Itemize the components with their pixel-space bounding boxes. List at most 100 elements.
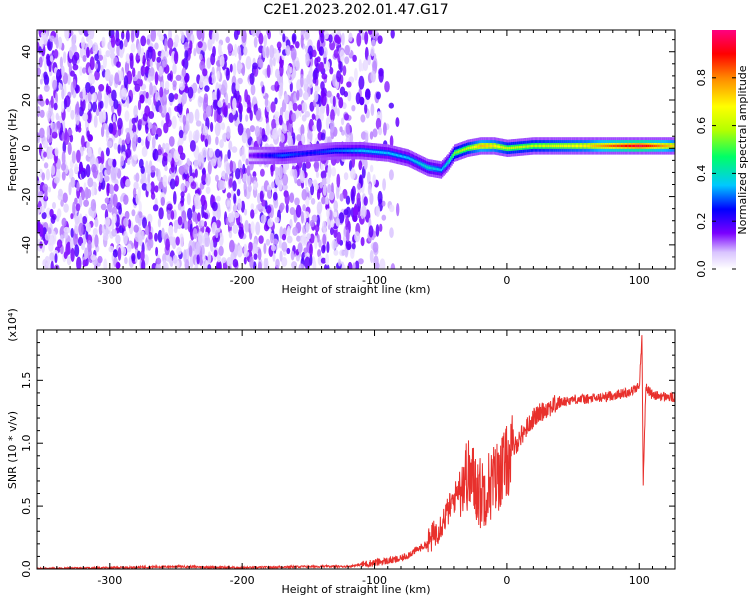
heatmap-signal-cell: [473, 145, 476, 149]
heatmap-noise-speckle: [182, 114, 187, 126]
heatmap-noise-speckle: [286, 235, 293, 244]
heatmap-noise-speckle: [168, 256, 173, 264]
x-tick-label: -300: [97, 574, 122, 587]
heatmap-noise-speckle: [81, 135, 85, 148]
heatmap-noise-speckle: [63, 226, 70, 233]
heatmap-signal-cell: [475, 145, 477, 148]
heatmap-noise-speckle: [227, 102, 231, 109]
heatmap-noise-speckle: [45, 168, 51, 181]
heatmap-noise-speckle: [202, 125, 209, 136]
heatmap-noise-speckle: [306, 233, 311, 240]
heatmap-noise-speckle: [248, 241, 253, 252]
heatmap-noise-speckle: [274, 97, 278, 105]
heatmap-noise-speckle: [181, 92, 187, 105]
heatmap-noise-speckle: [50, 260, 54, 269]
heatmap-noise-speckle: [329, 67, 334, 75]
heatmap-noise-speckle: [204, 138, 208, 148]
heatmap-noise-speckle: [371, 39, 376, 47]
heatmap-signal-cell: [599, 144, 601, 148]
heatmap-noise-speckle: [336, 231, 342, 245]
heatmap-signal-cell: [442, 167, 444, 170]
heatmap-noise-speckle: [329, 119, 335, 133]
heatmap-noise-speckle: [378, 67, 384, 77]
heatmap-signal-cell: [499, 145, 501, 148]
heatmap-noise-speckle: [272, 127, 279, 140]
heatmap-noise-speckle: [189, 40, 193, 51]
heatmap-noise-speckle: [348, 32, 353, 42]
heatmap-noise-speckle: [195, 241, 201, 255]
heatmap-noise-speckle: [61, 150, 66, 165]
heatmap-noise-speckle: [99, 100, 104, 109]
x-tick-label: -200: [230, 274, 255, 287]
heatmap-signal-cell: [424, 165, 427, 168]
heatmap-signal-cell: [440, 168, 443, 172]
heatmap-noise-speckle: [250, 221, 255, 235]
heatmap-noise-speckle: [217, 99, 224, 108]
heatmap-noise-speckle: [125, 179, 131, 188]
heatmap-noise-speckle: [110, 74, 114, 82]
heatmap-noise-speckle: [82, 67, 87, 74]
heatmap-signal-cell: [414, 160, 416, 163]
heatmap-signal-cell: [664, 144, 666, 148]
heatmap-signal-cell: [626, 144, 628, 148]
heatmap-noise-speckle: [237, 77, 243, 85]
heatmap-signal-cell: [632, 144, 634, 148]
heatmap-noise-speckle: [227, 149, 231, 160]
y-tick-label: 0.5: [20, 497, 33, 514]
heatmap-noise-speckle: [344, 113, 349, 121]
heatmap-signal-cell: [394, 153, 396, 156]
heatmap-noise-speckle: [336, 186, 340, 200]
heatmap-signal-cell: [366, 150, 368, 153]
heatmap-noise-speckle: [390, 263, 396, 269]
heatmap-noise-speckle: [88, 39, 93, 48]
heatmap-noise-speckle: [237, 30, 241, 35]
heatmap-noise-speckle: [241, 145, 246, 158]
heatmap-noise-speckle: [135, 214, 140, 224]
heatmap-noise-speckle: [320, 257, 327, 264]
heatmap-noise-speckle: [216, 114, 223, 124]
heatmap-noise-speckle: [47, 186, 52, 193]
heatmap-signal-cell: [317, 151, 319, 154]
heatmap-noise-speckle: [203, 93, 209, 103]
heatmap-noise-speckle: [351, 243, 356, 250]
heatmap-noise-speckle: [137, 99, 142, 111]
heatmap-signal-cell: [248, 154, 251, 157]
heatmap-noise-speckle: [179, 233, 185, 248]
heatmap-noise-speckle: [61, 100, 65, 113]
heatmap-noise-speckle: [288, 101, 293, 113]
heatmap-signal-cell: [648, 144, 650, 148]
heatmap-noise-speckle: [105, 227, 109, 237]
heatmap-signal-cell: [489, 144, 492, 148]
x-tick-label: -300: [97, 274, 122, 287]
heatmap-noise-speckle: [298, 88, 303, 98]
heatmap-noise-speckle: [321, 244, 326, 254]
heatmap-noise-speckle: [105, 83, 109, 96]
heatmap-signal-cell: [313, 151, 315, 154]
heatmap-noise-speckle: [292, 226, 298, 236]
x-tick-label: 0: [503, 274, 510, 287]
heatmap-noise-speckle: [320, 93, 327, 107]
heatmap-signal-cell: [268, 154, 270, 157]
heatmap-noise-speckle: [262, 45, 267, 59]
heatmap-noise-speckle: [44, 186, 48, 200]
heatmap-noise-speckle: [381, 214, 387, 221]
heatmap-noise-speckle: [70, 213, 74, 220]
heatmap-signal-cell: [620, 144, 623, 148]
colorbar-tick-label: 0.4: [695, 165, 708, 183]
heatmap-noise-speckle: [333, 211, 338, 218]
heatmap-signal-cell: [671, 144, 673, 148]
heatmap-signal-cell: [611, 144, 613, 148]
heatmap-signal-cell: [524, 145, 526, 148]
heatmap-signal-cell: [668, 144, 670, 148]
heatmap-noise-speckle: [174, 34, 180, 45]
heatmap-noise-speckle: [202, 68, 208, 77]
heatmap-noise-speckle: [375, 91, 381, 100]
heatmap-noise-speckle: [291, 261, 298, 269]
heatmap-noise-speckle: [141, 230, 145, 240]
heatmap-noise-speckle: [67, 74, 71, 86]
heatmap-signal-cell: [389, 152, 391, 155]
heatmap-noise-speckle: [199, 53, 203, 61]
heatmap-noise-speckle: [218, 43, 222, 56]
heatmap-noise-speckle: [252, 243, 258, 256]
heatmap-noise-speckle: [321, 196, 326, 205]
